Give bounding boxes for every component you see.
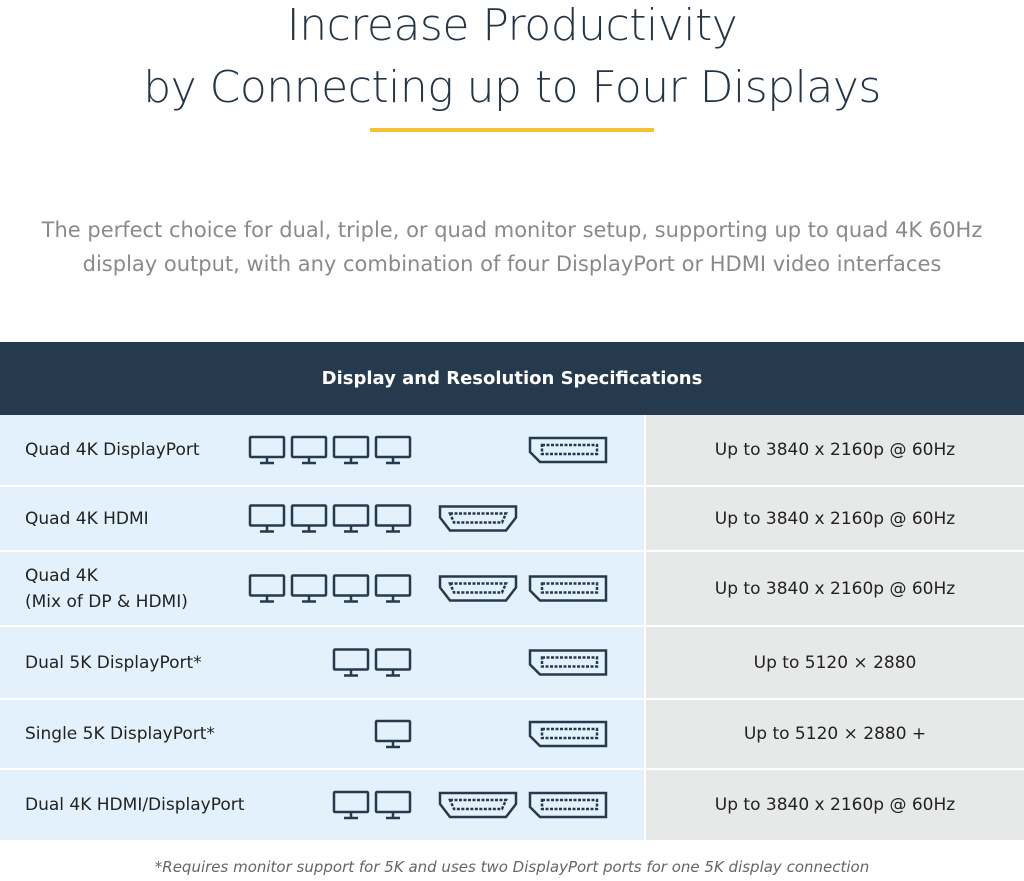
row-resolution: Up to 3840 x 2160p @ 60Hz — [646, 487, 1024, 550]
intro-line: The perfect choice for dual, triple, or … — [41, 218, 983, 242]
label-line: Dual 5K DisplayPort* — [25, 652, 202, 673]
label-line: Quad 4K — [25, 565, 98, 586]
intro-line: display output, with any combination of … — [82, 252, 942, 276]
row-left — [0, 770, 644, 840]
row-label: Quad 4K (Mix of DP & HDMI) — [25, 552, 188, 625]
label-line: Quad 4K DisplayPort — [25, 440, 200, 460]
footnote: *Requires monitor support for 5K and use… — [154, 858, 870, 876]
row-left — [0, 552, 644, 625]
row-label: Quad 4K DisplayPort — [25, 415, 200, 485]
title-line: by Connecting up to Four Displays — [143, 62, 881, 113]
accent-line — [370, 128, 654, 132]
row-label: Single 5K DisplayPort* — [25, 700, 215, 768]
label-line: Quad 4K HDMI — [25, 508, 149, 529]
row-label: Quad 4K HDMI — [25, 487, 149, 550]
row-resolution: Up to 5120 × 2880 — [646, 627, 1024, 698]
label-line: (Mix of DP & HDMI) — [25, 591, 188, 612]
row-left — [0, 487, 644, 550]
row-icons — [248, 504, 518, 533]
row-left — [0, 627, 644, 698]
row-resolution: Up to 3840 x 2160p @ 60Hz — [646, 552, 1024, 625]
row-icons — [374, 719, 608, 749]
label-line: Dual 4K HDMI/DisplayPort — [25, 795, 245, 815]
row-left — [0, 415, 644, 485]
row-icons — [332, 648, 608, 677]
row-label: Dual 5K DisplayPort* — [25, 627, 202, 698]
row-resolution: Up to 3840 x 2160p @ 60Hz — [646, 415, 1024, 485]
row-label: Dual 4K HDMI/DisplayPort — [25, 770, 244, 840]
table-header: Display and Resolution Specifications — [0, 342, 1024, 415]
title-line: Increase Productivity — [286, 0, 738, 51]
row-icons — [248, 435, 608, 465]
row-icons — [332, 790, 608, 820]
row-resolution: Up to 5120 × 2880 + — [646, 700, 1024, 768]
row-icons — [248, 574, 608, 603]
row-resolution: Up to 3840 x 2160p @ 60Hz — [646, 770, 1024, 840]
row-left — [0, 700, 644, 768]
label-line: Single 5K DisplayPort* — [25, 724, 215, 744]
